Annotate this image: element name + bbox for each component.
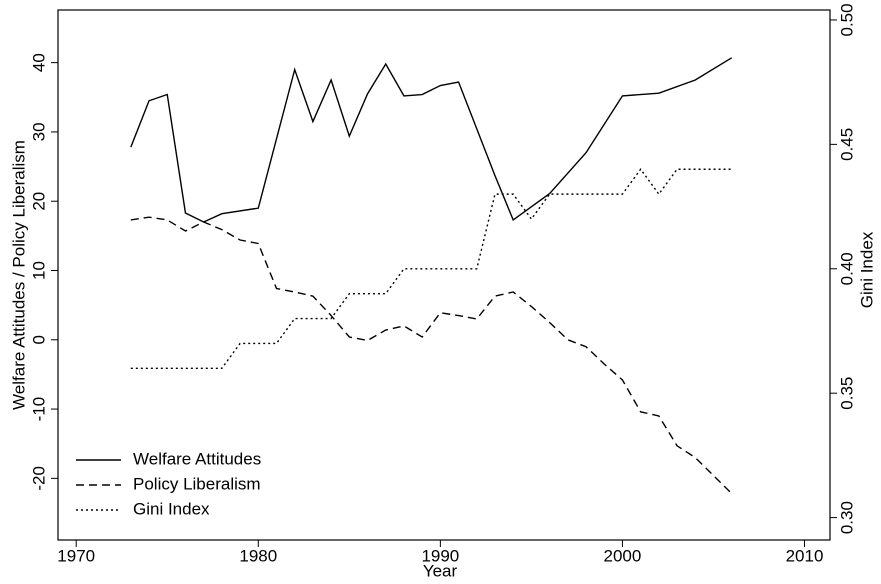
x-tick-label: 1970 [57,546,95,565]
y-tick-label: 20 [29,192,48,211]
series-line [130,57,733,223]
series-line [130,168,732,370]
legend-label: Policy Liberalism [133,474,261,493]
y2-axis-title: Gini Index [857,231,876,308]
y2-tick-label: 0.40 [837,252,856,285]
x-tick-label: 2010 [786,546,824,565]
y2-tick-label: 0.50 [837,3,856,36]
y-tick-label: 30 [29,122,48,141]
y-tick-label: -10 [29,397,48,422]
y-tick-label: 40 [29,53,48,72]
legend-label: Welfare Attitudes [133,449,261,468]
y-axis-title: Welfare Attitudes / Policy Liberalism [9,140,28,410]
x-axis-title: Year [423,561,458,580]
y2-tick-label: 0.30 [837,501,856,534]
plot-frame [57,9,831,541]
y2-tick-label: 0.45 [837,128,856,161]
y-tick-label: 0 [29,335,48,344]
legend-label: Gini Index [133,499,210,518]
x-tick-label: 2000 [604,546,642,565]
x-tick-label: 1980 [239,546,277,565]
y-tick-label: 10 [29,261,48,280]
x-tick-label: 1990 [421,546,459,565]
y-tick-label: -20 [29,466,48,491]
y2-tick-label: 0.35 [837,377,856,410]
series-line [130,216,733,495]
